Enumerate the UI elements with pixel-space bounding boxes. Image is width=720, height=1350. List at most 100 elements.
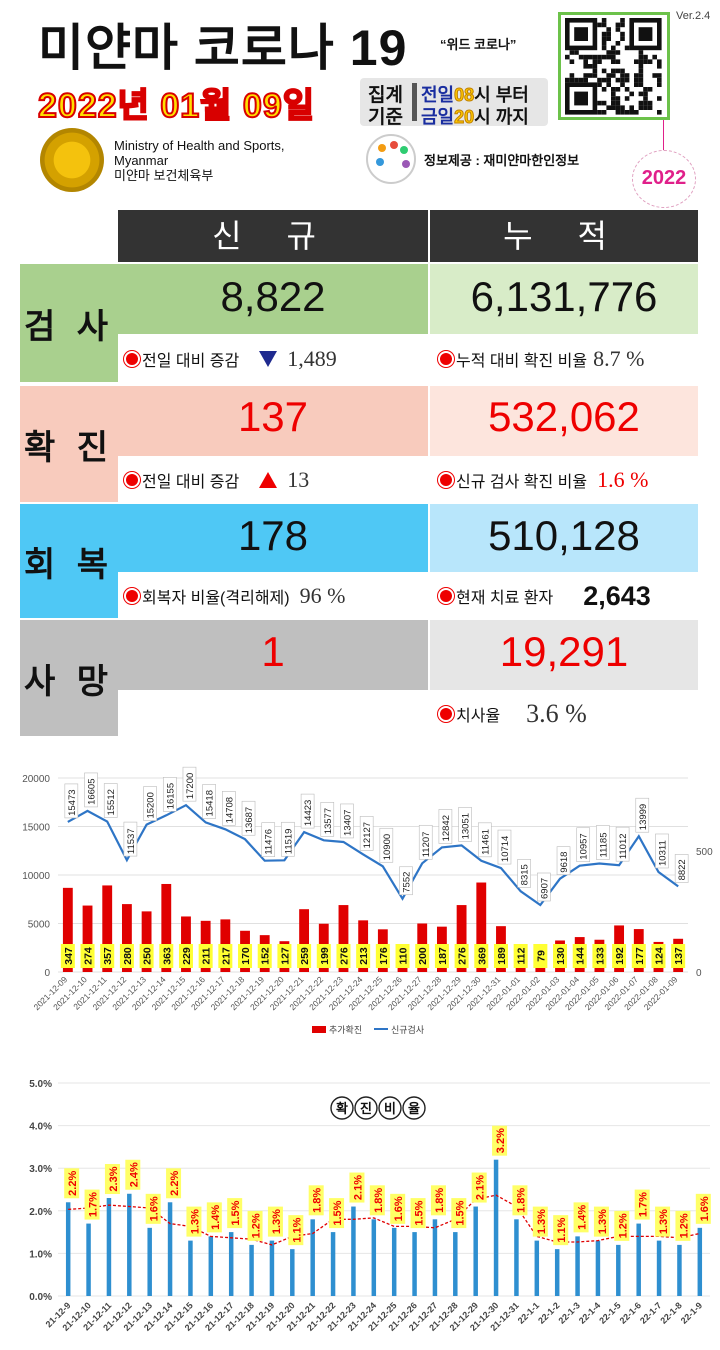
svg-text:1.8%: 1.8% <box>312 1188 324 1213</box>
rate-value-label: 1.3% <box>186 1206 202 1237</box>
svg-text:1.5%: 1.5% <box>332 1200 344 1225</box>
rate-value-label: 2.2% <box>64 1168 80 1199</box>
y-tick-left: 5000 <box>28 920 51 931</box>
svg-text:2.4%: 2.4% <box>128 1162 140 1187</box>
chart-legend: 추가확진 신규검사 <box>312 1024 425 1035</box>
svg-text:11207: 11207 <box>421 832 432 858</box>
svg-text:10900: 10900 <box>382 834 393 860</box>
svg-text:192: 192 <box>614 947 626 965</box>
tests-point-label: 8822 <box>674 854 689 883</box>
svg-text:16155: 16155 <box>165 783 176 809</box>
svg-text:176: 176 <box>378 947 390 965</box>
rate-bar <box>228 1232 234 1296</box>
row-label-recovered: 회 복 <box>20 504 118 618</box>
svg-text:13687: 13687 <box>244 807 255 833</box>
rate-value-label: 1.6% <box>695 1193 711 1224</box>
x-tick-label: 22-1-3 <box>557 1300 582 1325</box>
svg-text:2.2%: 2.2% <box>67 1171 79 1196</box>
confirmed-bar <box>82 905 93 972</box>
rate-bar <box>351 1206 356 1296</box>
svg-text:112: 112 <box>516 947 528 964</box>
svg-text:137: 137 <box>673 947 685 965</box>
svg-text:2.3%: 2.3% <box>108 1166 120 1191</box>
bullet-icon <box>440 708 452 720</box>
rate-value-label: 1.5% <box>451 1198 467 1229</box>
period-from: 전일08시 부터 <box>421 85 529 106</box>
svg-text:144: 144 <box>575 947 587 965</box>
confirmed-bar-label: 211 <box>198 944 213 968</box>
svg-text:1.1%: 1.1% <box>556 1217 568 1242</box>
trend-down-icon <box>259 351 278 367</box>
confirmed-bar-label: 276 <box>336 944 351 968</box>
x-tick-label: 22-1-9 <box>679 1300 704 1325</box>
tests-point-label: 11012 <box>615 826 630 862</box>
rate-value-label: 2.1% <box>471 1172 487 1203</box>
recovered-ratio: 회복자 비율(격리해제) 96 % <box>126 574 426 618</box>
rate-value-label: 1.1% <box>288 1215 304 1246</box>
svg-text:2.1%: 2.1% <box>475 1175 487 1200</box>
period-label-1: 집계 <box>368 85 403 106</box>
confirmed-bar <box>121 904 132 972</box>
tests-point-label: 11476 <box>261 822 276 857</box>
tests-point-label: 13999 <box>635 797 650 833</box>
x-tick-label: 22-1-2 <box>536 1300 561 1325</box>
rate-value-label: 1.8% <box>369 1185 385 1216</box>
svg-text:14423: 14423 <box>303 800 314 826</box>
svg-text:10957: 10957 <box>579 833 590 859</box>
rate-value-label: 1.5% <box>227 1198 243 1229</box>
report-date: 2022년 01월 09일 <box>37 86 316 126</box>
legend-line-label: 신규검사 <box>391 1024 425 1035</box>
confirmed-bar-label: 152 <box>257 944 272 968</box>
svg-text:12842: 12842 <box>441 815 452 841</box>
trend-up-icon <box>259 472 278 488</box>
confirmed-bar-label: 130 <box>553 944 568 968</box>
svg-text:369: 369 <box>476 947 488 965</box>
svg-text:110: 110 <box>398 947 410 964</box>
svg-text:217: 217 <box>220 947 232 965</box>
period-box: 집계 기준 전일08시 부터 금일20시 까지 <box>360 78 548 128</box>
rate-bar <box>330 1232 336 1296</box>
rate-bar <box>616 1244 621 1296</box>
rate-value-label: 1.5% <box>329 1198 345 1229</box>
svg-text:8315: 8315 <box>520 864 531 885</box>
rate-bar <box>147 1227 152 1296</box>
confirmed-bar <box>476 882 487 972</box>
rate-value-label: 1.4% <box>206 1202 222 1233</box>
y-tick: 4.0% <box>29 1122 52 1133</box>
confirmed-bar-label: 110 <box>395 944 410 968</box>
rate-value-label: 1.8% <box>308 1185 324 1216</box>
svg-text:2.2%: 2.2% <box>169 1171 181 1196</box>
rate-value-label: 2.2% <box>166 1168 182 1199</box>
rate-bar <box>677 1244 682 1296</box>
rate-bar <box>208 1236 214 1296</box>
badge-string <box>663 120 664 150</box>
recovered-new-value: 178 <box>118 504 428 572</box>
svg-text:15200: 15200 <box>146 792 157 818</box>
svg-text:187: 187 <box>437 947 449 965</box>
confirmed-bar-label: 192 <box>612 944 627 968</box>
year-badge: 2022 <box>632 150 696 208</box>
info-source: 정보제공 : 재미얀마한인정보 <box>424 153 580 168</box>
svg-text:1.8%: 1.8% <box>515 1188 527 1213</box>
test-new-value: 8,822 <box>118 264 428 334</box>
x-tick-label: 22-1-4 <box>577 1300 602 1325</box>
svg-text:1.2%: 1.2% <box>251 1213 263 1238</box>
rate-value-label: 1.6% <box>390 1193 406 1224</box>
tests-point-label: 11461 <box>477 822 492 858</box>
svg-text:1.6%: 1.6% <box>393 1196 405 1221</box>
row-label-death: 사 망 <box>20 620 118 736</box>
period-label-2: 기준 <box>368 107 403 128</box>
svg-text:1.7%: 1.7% <box>88 1192 100 1217</box>
confirmed-bar-label: 79 <box>533 944 548 968</box>
confirmed-bar-label: 144 <box>572 944 587 968</box>
rate-value-label: 1.2% <box>675 1210 691 1241</box>
y-tick-right: 500 <box>696 847 713 858</box>
ministry-name: Ministry of Health and Sports, Myanmar 미… <box>114 138 285 183</box>
svg-text:1.3%: 1.3% <box>536 1209 548 1234</box>
svg-text:7552: 7552 <box>402 872 413 893</box>
confirmed-bar-label: 217 <box>218 944 233 968</box>
qr-code-icon[interactable] <box>558 12 670 120</box>
tests-point-label: 13577 <box>320 802 335 837</box>
rate-value-label: 2.1% <box>349 1172 365 1203</box>
confirmed-bar-label: 363 <box>159 944 174 968</box>
